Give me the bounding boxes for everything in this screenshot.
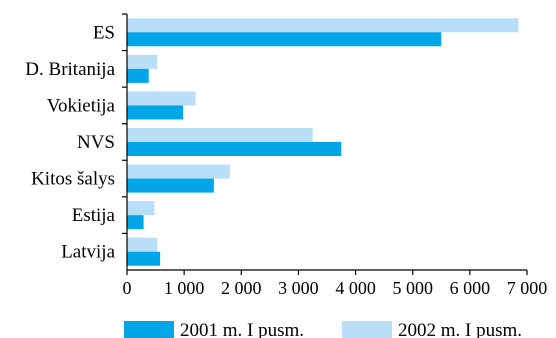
legend-swatch-1	[342, 321, 392, 338]
bar-2002-6	[127, 237, 158, 252]
category-label: D. Britanija	[25, 59, 115, 80]
bar-2001-4	[127, 178, 214, 193]
bar-2001-0	[127, 32, 442, 47]
category-labels: ES D. Britanija Vokietija NVS Kitos šalys Est…	[25, 22, 115, 262]
x-tick-label: 2 000	[221, 278, 262, 298]
bar-2002-0	[127, 18, 519, 33]
legend-label-0: 2001 m. I pusm.	[180, 320, 304, 338]
bar-2001-2	[127, 105, 183, 120]
legend: 2001 m. I pusm. 2002 m. I pusm.	[124, 320, 522, 338]
bar-2001-3	[127, 142, 342, 156]
bar-2001-5	[127, 215, 144, 230]
x-tick-label: 7 000	[507, 278, 548, 298]
category-label: ES	[93, 22, 115, 43]
bars-group	[127, 18, 519, 266]
x-tick-label: 3 000	[278, 278, 319, 298]
category-label: Kitos šalys	[31, 169, 115, 190]
x-tick-label: 6 000	[450, 278, 491, 298]
legend-label-1: 2002 m. I pusm.	[398, 320, 522, 338]
category-label: NVS	[77, 132, 115, 153]
bar-2001-1	[127, 68, 149, 83]
x-tick-label: 5 000	[392, 278, 433, 298]
legend-swatch-0	[124, 321, 174, 338]
bar-2002-3	[127, 128, 313, 142]
bar-2002-5	[127, 201, 155, 216]
category-label: Latvija	[61, 242, 115, 263]
bar-2002-4	[127, 164, 230, 179]
bar-2002-1	[127, 54, 158, 69]
x-axis-ticks: 0 1 000 2 000 3 000 4 000 5 000 6 000 7 000	[123, 270, 548, 298]
y-axis-ticks	[122, 13, 127, 235]
bar-2001-6	[127, 251, 161, 266]
x-tick-label: 1 000	[164, 278, 205, 298]
x-tick-label: 4 000	[335, 278, 376, 298]
bar-2002-2	[127, 91, 196, 106]
category-label: Estija	[72, 205, 116, 226]
x-tick-label: 0	[123, 278, 132, 298]
category-label: Vokietija	[47, 95, 116, 116]
